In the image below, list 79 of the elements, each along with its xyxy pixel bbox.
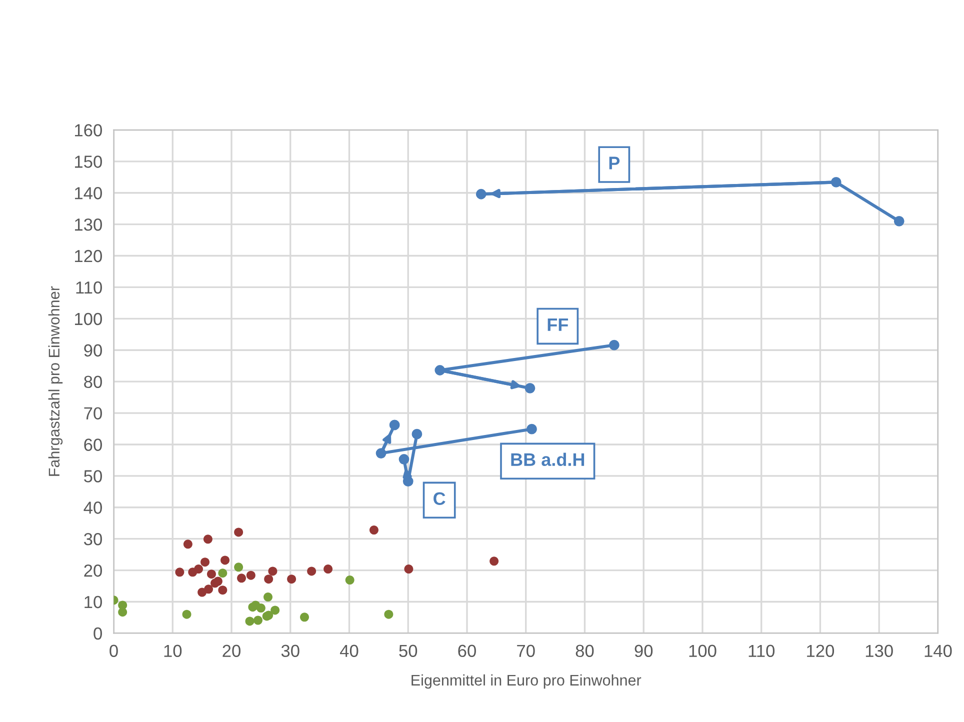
point xyxy=(894,216,904,226)
y-tick-label: 130 xyxy=(75,218,102,231)
y-tick-label: 0 xyxy=(94,627,102,640)
x-tick-label: 30 xyxy=(281,644,300,658)
x-tick-label: 120 xyxy=(807,644,834,658)
point xyxy=(118,608,128,617)
y-tick-label: 30 xyxy=(84,533,102,546)
x-tick-label: 140 xyxy=(924,644,952,658)
point xyxy=(264,592,272,602)
point xyxy=(490,556,499,566)
y-tick-label: 140 xyxy=(75,187,102,200)
x-tick-label: 60 xyxy=(458,644,476,658)
y-tick-label: 160 xyxy=(75,124,102,136)
series-label: P xyxy=(609,156,620,170)
y-axis-title: Fahrgastzahl pro Einwohner xyxy=(48,286,63,476)
point xyxy=(476,188,486,200)
point xyxy=(245,616,254,626)
y-tick-label: 10 xyxy=(84,596,102,608)
point xyxy=(524,382,536,394)
y-tick-label: 20 xyxy=(84,564,102,577)
point xyxy=(234,562,244,572)
y-tick-label: 120 xyxy=(75,250,102,262)
y-tick-label: 40 xyxy=(84,502,102,514)
point xyxy=(369,526,378,535)
x-tick-label: 10 xyxy=(164,644,182,658)
point xyxy=(324,564,333,574)
point xyxy=(389,420,400,430)
y-tick-label: 100 xyxy=(75,312,102,326)
x-tick-label: 90 xyxy=(634,644,653,658)
y-tick-label: 80 xyxy=(84,376,102,388)
series-label: BB a.d.H xyxy=(511,452,584,466)
point xyxy=(198,588,207,597)
point xyxy=(608,340,620,350)
point xyxy=(218,586,228,595)
point xyxy=(194,564,204,574)
series-label: FF xyxy=(548,318,568,331)
point xyxy=(182,610,192,619)
x-tick-label: 40 xyxy=(340,644,358,658)
point xyxy=(253,616,262,625)
point xyxy=(398,454,410,464)
point xyxy=(264,574,274,584)
point xyxy=(287,574,296,584)
point xyxy=(345,576,354,585)
point xyxy=(220,556,230,565)
x-tick-label: 130 xyxy=(866,644,893,658)
point xyxy=(175,568,184,577)
point xyxy=(218,568,228,578)
y-tick-label: 90 xyxy=(84,344,102,357)
x-tick-label: 20 xyxy=(222,644,240,658)
point xyxy=(206,570,216,579)
x-axis-title: Eigenmittel in Euro pro Einwohner xyxy=(412,674,642,689)
point xyxy=(412,428,422,440)
x-tick-label: 100 xyxy=(689,644,716,658)
point xyxy=(526,424,537,434)
y-tick-label: 60 xyxy=(84,438,102,451)
point xyxy=(203,534,212,544)
point xyxy=(234,528,244,537)
point xyxy=(404,564,414,574)
point xyxy=(384,610,394,619)
series-label: C xyxy=(434,492,446,505)
point xyxy=(300,612,309,622)
x-tick-label: 110 xyxy=(748,644,775,658)
point xyxy=(183,540,192,549)
y-tick-label: 150 xyxy=(75,156,102,168)
y-tick-label: 70 xyxy=(84,407,102,420)
point xyxy=(200,558,210,567)
point xyxy=(307,566,316,576)
point xyxy=(268,566,278,576)
y-tick-label: 110 xyxy=(76,281,102,294)
point xyxy=(256,604,266,613)
x-tick-label: 80 xyxy=(576,644,594,658)
point xyxy=(237,574,246,583)
x-tick-label: 50 xyxy=(399,644,418,658)
y-tick-label: 50 xyxy=(84,470,102,482)
x-tick-label: 70 xyxy=(517,644,535,658)
point xyxy=(270,606,280,615)
x-tick-label: 0 xyxy=(110,644,118,658)
point xyxy=(246,570,256,580)
point xyxy=(210,578,220,588)
